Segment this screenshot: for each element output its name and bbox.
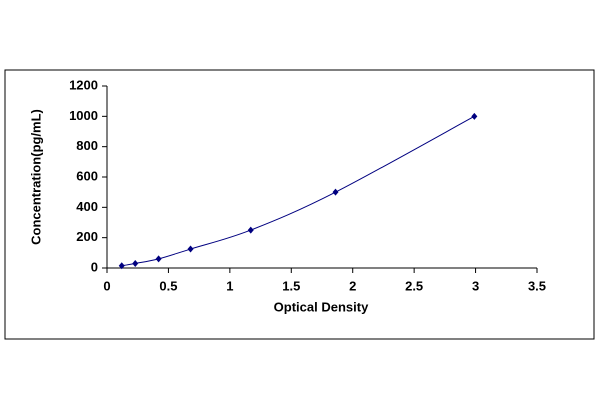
- x-tick-label: 2.5: [405, 278, 423, 293]
- chart-border: [4, 69, 595, 340]
- y-tick-label: 600: [76, 168, 98, 183]
- point: [332, 188, 339, 196]
- x-tick-label: 3.5: [528, 278, 546, 293]
- x-tick-label: 3: [472, 278, 479, 293]
- point: [247, 226, 254, 234]
- y-tick-label: 1000: [69, 108, 98, 123]
- x-tick-label: 0.5: [159, 278, 177, 293]
- y-tick-label: 0: [91, 259, 98, 274]
- y-tick-label: 800: [76, 138, 98, 153]
- point: [471, 112, 478, 120]
- point: [132, 259, 139, 267]
- point: [187, 245, 194, 253]
- x-tick-label: 1.5: [282, 278, 300, 293]
- x-tick-label: 1: [226, 278, 233, 293]
- x-tick-label: 0: [103, 278, 110, 293]
- y-tick-label: 200: [76, 229, 98, 244]
- point: [155, 255, 162, 263]
- x-tick-label: 2: [349, 278, 356, 293]
- y-tick-label: 400: [76, 199, 98, 214]
- x-axis-label: Optical Density: [274, 299, 369, 314]
- point: [118, 262, 125, 270]
- y-tick-label: 1200: [69, 77, 98, 92]
- y-axis-label: Concentration(pg/mL): [28, 109, 43, 245]
